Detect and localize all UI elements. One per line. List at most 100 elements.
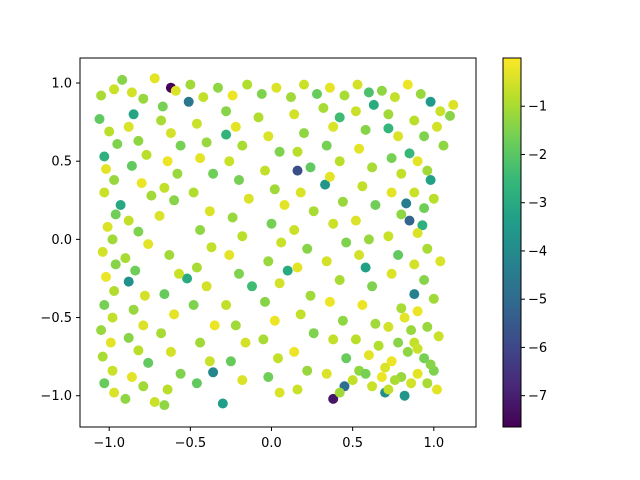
scatter-point <box>191 262 202 273</box>
scatter-point <box>97 246 108 257</box>
scatter-point <box>230 121 241 132</box>
scatter-point <box>368 99 379 110</box>
scatter-point <box>406 325 417 336</box>
scatter-point <box>337 196 348 207</box>
colorbar <box>502 57 522 428</box>
scatter-point <box>175 140 186 151</box>
y-tick-label: −1.0 <box>40 389 72 404</box>
scatter-point <box>445 110 455 121</box>
scatter-point <box>191 378 202 389</box>
scatter-point <box>370 318 381 329</box>
scatter-point <box>99 151 110 162</box>
scatter-point <box>101 164 111 174</box>
scatter-point <box>209 320 220 331</box>
x-tick-label: −1.0 <box>93 436 125 451</box>
scatter-point <box>350 334 361 345</box>
x-tick-label: 0.0 <box>261 436 282 451</box>
scatter-point <box>318 103 329 113</box>
scatter-point <box>433 331 444 342</box>
scatter-point <box>208 168 219 179</box>
scatter-point <box>289 346 300 357</box>
scatter-point <box>292 146 303 157</box>
scatter-point <box>399 390 410 401</box>
scatter-point <box>279 200 290 210</box>
scatter-point <box>253 112 264 123</box>
scatter-point <box>104 126 115 137</box>
scatter-point <box>109 286 120 296</box>
scatter-point <box>337 315 348 326</box>
scatter-point <box>274 146 285 157</box>
scatter-point <box>302 365 313 376</box>
scatter-point <box>195 337 206 348</box>
scatter-point <box>320 179 331 190</box>
scatter-point <box>292 262 303 273</box>
scatter-point <box>393 250 404 260</box>
scatter-point <box>237 231 248 242</box>
scatter-point <box>156 115 167 126</box>
scatter-point <box>133 135 144 146</box>
scatter-point <box>126 372 137 382</box>
scatter-point <box>428 193 439 204</box>
scatter-point <box>126 160 137 171</box>
scatter-point <box>389 92 400 103</box>
x-tick-label: −0.5 <box>175 436 207 451</box>
scatter-point <box>399 312 410 323</box>
scatter-point <box>396 209 407 220</box>
scatter-point <box>425 359 436 370</box>
scatter-point <box>96 90 107 101</box>
scatter-point <box>295 309 306 320</box>
scatter-point <box>157 101 168 112</box>
scatter-point <box>146 190 157 201</box>
scatter-point <box>263 256 274 267</box>
scatter-point <box>96 325 107 336</box>
y-axis-ticks: −1.0 −0.5 0.0 0.5 1.0 <box>40 77 80 404</box>
scatter-point <box>269 184 280 195</box>
scatter-point <box>341 237 352 248</box>
scatter-point <box>389 375 400 386</box>
scatter-point <box>195 225 206 235</box>
scatter-point <box>97 351 108 362</box>
scatter-point <box>360 368 371 379</box>
scatter-point <box>156 328 167 339</box>
scatter-point <box>339 90 350 101</box>
scatter-point <box>201 281 212 292</box>
scatter-point <box>149 73 160 84</box>
scatter-point <box>422 243 433 254</box>
scatter-point <box>247 281 257 292</box>
scatter-point <box>396 168 407 179</box>
scatter-point <box>419 353 430 364</box>
scatter-point <box>406 378 417 389</box>
x-tick-label: 0.5 <box>342 436 363 451</box>
scatter-point <box>274 387 285 398</box>
scatter-point <box>123 215 134 226</box>
scatter-point <box>321 140 332 151</box>
scatter-point <box>198 92 209 103</box>
scatter-point <box>435 106 446 117</box>
scatter-point <box>260 165 270 176</box>
scatter-point <box>432 384 442 395</box>
scatter-point <box>138 320 149 331</box>
scatter-point <box>133 345 144 356</box>
scatter-point <box>143 357 154 368</box>
scatter-point <box>107 234 118 245</box>
scatter-point <box>126 87 137 98</box>
scatter-point <box>230 320 241 331</box>
scatter-point <box>324 171 335 182</box>
scatter-point <box>396 303 407 314</box>
scatter-point <box>188 187 199 198</box>
scatter-point <box>363 87 374 98</box>
scatter-point <box>305 162 316 173</box>
colorbar-tick-label: −7 <box>528 389 547 404</box>
scatter-point <box>237 375 248 386</box>
scatter-point <box>206 242 217 253</box>
scatter-point <box>162 384 173 395</box>
scatter-point <box>174 268 184 279</box>
scatter-point <box>422 165 433 176</box>
scatter-point <box>360 124 371 135</box>
scatter-point <box>409 115 420 126</box>
scatter-point <box>243 193 254 204</box>
scatter-point <box>435 256 446 267</box>
scatter-point <box>422 378 433 389</box>
